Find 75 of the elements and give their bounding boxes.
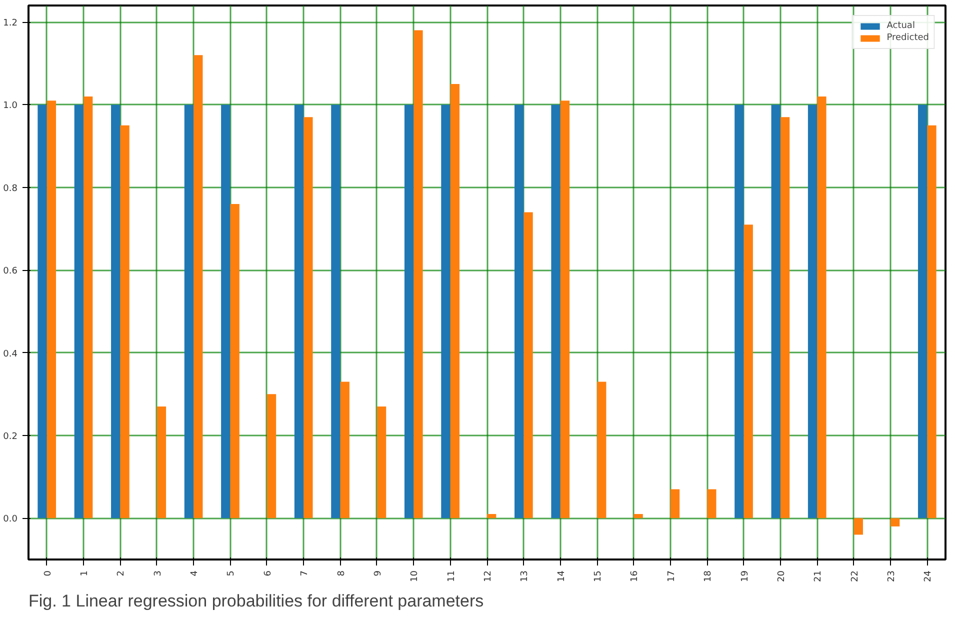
bar xyxy=(817,96,826,518)
bar xyxy=(744,224,753,518)
bar xyxy=(441,104,450,518)
x-tick-label: 16 xyxy=(630,570,640,582)
y-tick-label: 0.0 xyxy=(3,514,18,525)
bar xyxy=(84,96,93,518)
bar xyxy=(230,204,240,518)
bar xyxy=(927,125,936,518)
bar xyxy=(524,212,533,518)
x-tick-label: 3 xyxy=(153,570,164,576)
x-tick-label: 10 xyxy=(410,570,420,582)
x-tick-label: 1 xyxy=(80,570,90,576)
bar xyxy=(780,117,790,518)
bar xyxy=(74,104,84,518)
bar xyxy=(404,104,414,518)
bar xyxy=(734,104,744,518)
x-tick-label: 2 xyxy=(116,570,127,576)
bar xyxy=(414,30,423,518)
bar xyxy=(560,100,570,518)
x-tick-label: 11 xyxy=(446,570,457,582)
bar xyxy=(120,125,130,518)
bar xyxy=(304,117,313,518)
bar xyxy=(156,406,166,518)
x-tick-label: 9 xyxy=(373,570,384,576)
x-tick-label: 15 xyxy=(594,570,604,582)
x-tick-label: 24 xyxy=(924,570,934,582)
x-tick-label: 17 xyxy=(666,570,677,582)
bar xyxy=(514,104,524,518)
y-tick-label: 1.0 xyxy=(3,101,18,112)
bar xyxy=(918,104,928,518)
text: Fig. 1 Linear regression probabilities for different parameters xyxy=(28,592,484,610)
x-tick-label: 21 xyxy=(814,570,824,582)
bar xyxy=(450,84,460,518)
bar xyxy=(46,100,56,518)
bar xyxy=(890,518,900,526)
x-tick-label: 4 xyxy=(190,570,200,576)
bar xyxy=(487,514,496,518)
x-tick-label: 7 xyxy=(300,570,310,576)
x-tick-label: 5 xyxy=(226,570,237,576)
legend-label: Actual xyxy=(886,21,915,31)
bar xyxy=(221,104,230,518)
x-tick-label: 18 xyxy=(704,570,714,582)
bar xyxy=(597,382,606,518)
x-tick-label: 23 xyxy=(886,570,897,582)
bar xyxy=(111,104,120,518)
y-tick-label: 0.6 xyxy=(3,266,18,277)
x-tick-label: 6 xyxy=(263,570,274,576)
bar xyxy=(376,406,386,518)
x-tick-label: 19 xyxy=(740,570,750,582)
bar xyxy=(771,104,780,518)
bar xyxy=(551,104,560,518)
bar xyxy=(331,104,340,518)
bar xyxy=(854,518,863,535)
x-tick-label: 20 xyxy=(776,570,787,582)
bar xyxy=(184,104,194,518)
x-tick-label: 0 xyxy=(43,570,54,576)
bar xyxy=(38,104,47,518)
x-tick-label: 8 xyxy=(336,570,347,576)
legend-label: Predicted xyxy=(886,33,929,43)
y-tick-label: 1.2 xyxy=(3,18,18,29)
bar xyxy=(707,489,716,518)
x-tick-label: 14 xyxy=(556,570,567,582)
bar xyxy=(340,382,350,518)
x-tick-label: 13 xyxy=(520,570,530,582)
bar xyxy=(194,55,203,518)
x-tick-label: 12 xyxy=(484,570,494,582)
bar xyxy=(808,104,818,518)
x-tick-label: 22 xyxy=(850,570,860,582)
y-tick-label: 0.8 xyxy=(3,184,18,194)
bar xyxy=(670,489,680,518)
y-tick-label: 0.2 xyxy=(3,432,18,442)
bar xyxy=(634,514,643,518)
bar xyxy=(266,394,276,518)
bar xyxy=(294,104,304,518)
y-tick-label: 0.4 xyxy=(3,349,18,360)
